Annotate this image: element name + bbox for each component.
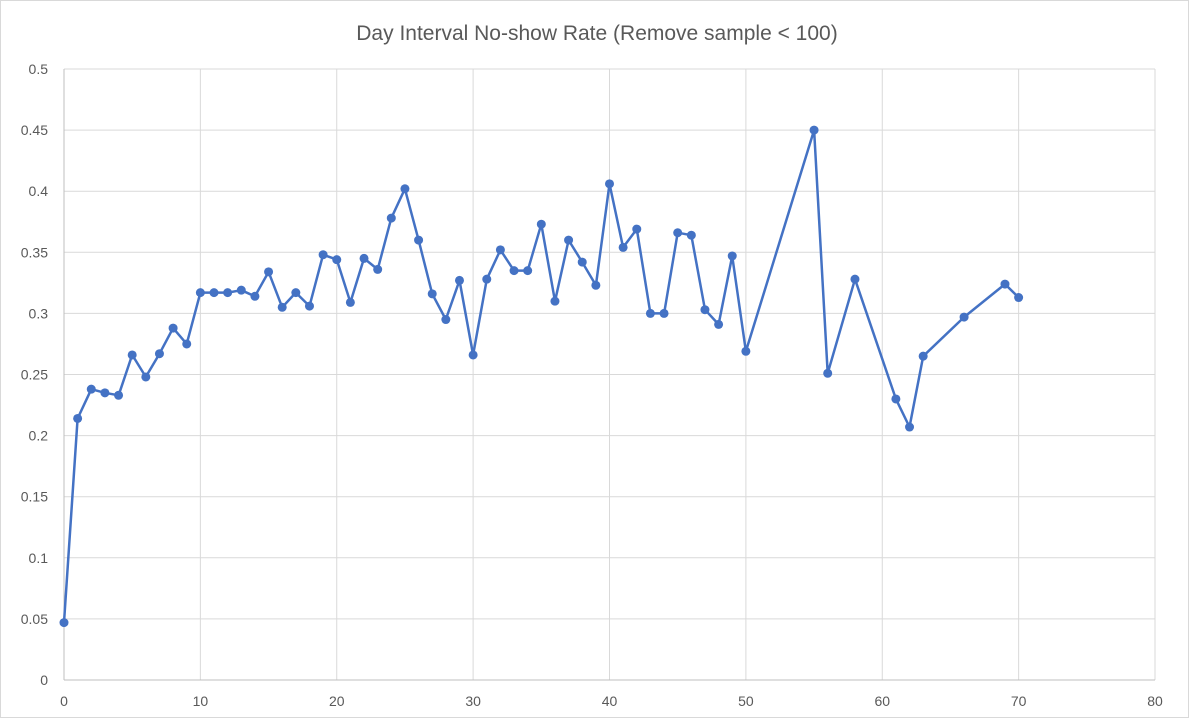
data-point <box>400 184 410 194</box>
data-point <box>414 235 424 245</box>
x-tick-label: 70 <box>1011 693 1027 709</box>
data-point <box>304 301 314 311</box>
data-point <box>605 179 614 189</box>
data-point <box>168 323 178 333</box>
data-point <box>673 228 683 238</box>
axes <box>63 69 1155 681</box>
data-point <box>454 275 464 285</box>
x-tick-label: 30 <box>465 693 481 709</box>
data-point <box>373 264 383 274</box>
data-point <box>509 266 519 276</box>
data-point <box>182 339 192 349</box>
y-tick-label: 0 <box>40 672 48 688</box>
data-point <box>618 242 628 252</box>
y-tick-label: 0.1 <box>29 550 49 566</box>
y-tick-label: 0.15 <box>21 489 48 505</box>
data-point <box>468 350 478 360</box>
data-point <box>659 308 669 318</box>
data-point <box>1014 293 1024 303</box>
data-point <box>345 297 355 307</box>
data-point <box>959 312 969 322</box>
data-point <box>482 274 492 284</box>
x-tick-label: 80 <box>1147 693 1163 709</box>
data-point <box>73 413 83 423</box>
x-tick-label: 10 <box>193 693 209 709</box>
x-tick-label: 60 <box>874 693 890 709</box>
data-point <box>727 251 737 261</box>
data-point <box>264 267 274 277</box>
data-point <box>86 384 96 394</box>
data-point <box>209 288 219 298</box>
data-point <box>577 257 587 267</box>
y-tick-label: 0.45 <box>21 122 48 138</box>
y-tick-label: 0.4 <box>29 183 49 199</box>
data-point <box>100 388 110 398</box>
data-point <box>59 618 69 628</box>
y-tick-label: 0.05 <box>21 611 48 627</box>
data-point <box>564 235 574 245</box>
y-tick-label: 0.25 <box>21 367 48 383</box>
data-point <box>318 250 328 260</box>
data-point <box>359 253 369 263</box>
data-point <box>645 308 655 318</box>
data-point <box>918 351 928 361</box>
data-point <box>850 274 860 284</box>
data-point <box>223 288 233 298</box>
data-point <box>891 394 901 404</box>
data-point <box>495 245 505 255</box>
data-point <box>1000 279 1010 289</box>
x-tick-label: 0 <box>60 693 68 709</box>
data-point <box>332 255 342 265</box>
data-point <box>536 219 546 229</box>
data-point <box>427 289 437 299</box>
data-point <box>905 422 915 432</box>
series-line <box>62 128 1020 623</box>
data-point <box>236 285 246 295</box>
data-point <box>550 296 560 306</box>
data-point <box>686 230 696 240</box>
data-point <box>154 349 164 359</box>
data-point <box>250 291 260 301</box>
chart-title: Day Interval No-show Rate (Remove sample… <box>356 22 837 45</box>
data-point <box>823 368 833 378</box>
data-point <box>632 224 642 234</box>
data-point <box>714 319 724 329</box>
x-tick-label: 50 <box>738 693 754 709</box>
data-point <box>195 288 205 298</box>
data-point <box>591 280 601 290</box>
series-layer <box>59 125 1024 628</box>
x-tick-label: 40 <box>602 693 618 709</box>
data-point <box>127 350 137 360</box>
data-point <box>277 302 287 312</box>
y-tick-label: 0.5 <box>29 61 49 77</box>
data-point <box>291 288 301 298</box>
tick-labels: 0 0.05 0.1 0.15 0.2 0.25 0.3 0.35 0.4 0.45 0.5 0 10 2… <box>21 61 1163 709</box>
y-tick-label: 0.35 <box>21 244 48 260</box>
data-point <box>114 390 124 400</box>
data-point <box>141 372 151 382</box>
data-point <box>809 125 819 135</box>
data-point <box>741 346 751 356</box>
data-point <box>523 266 533 276</box>
data-point <box>386 213 396 223</box>
y-tick-label: 0.2 <box>29 428 49 444</box>
gridlines <box>64 68 1156 680</box>
data-point <box>700 305 710 315</box>
y-tick-label: 0.3 <box>29 305 49 321</box>
x-tick-label: 20 <box>329 693 345 709</box>
data-point <box>441 315 451 325</box>
